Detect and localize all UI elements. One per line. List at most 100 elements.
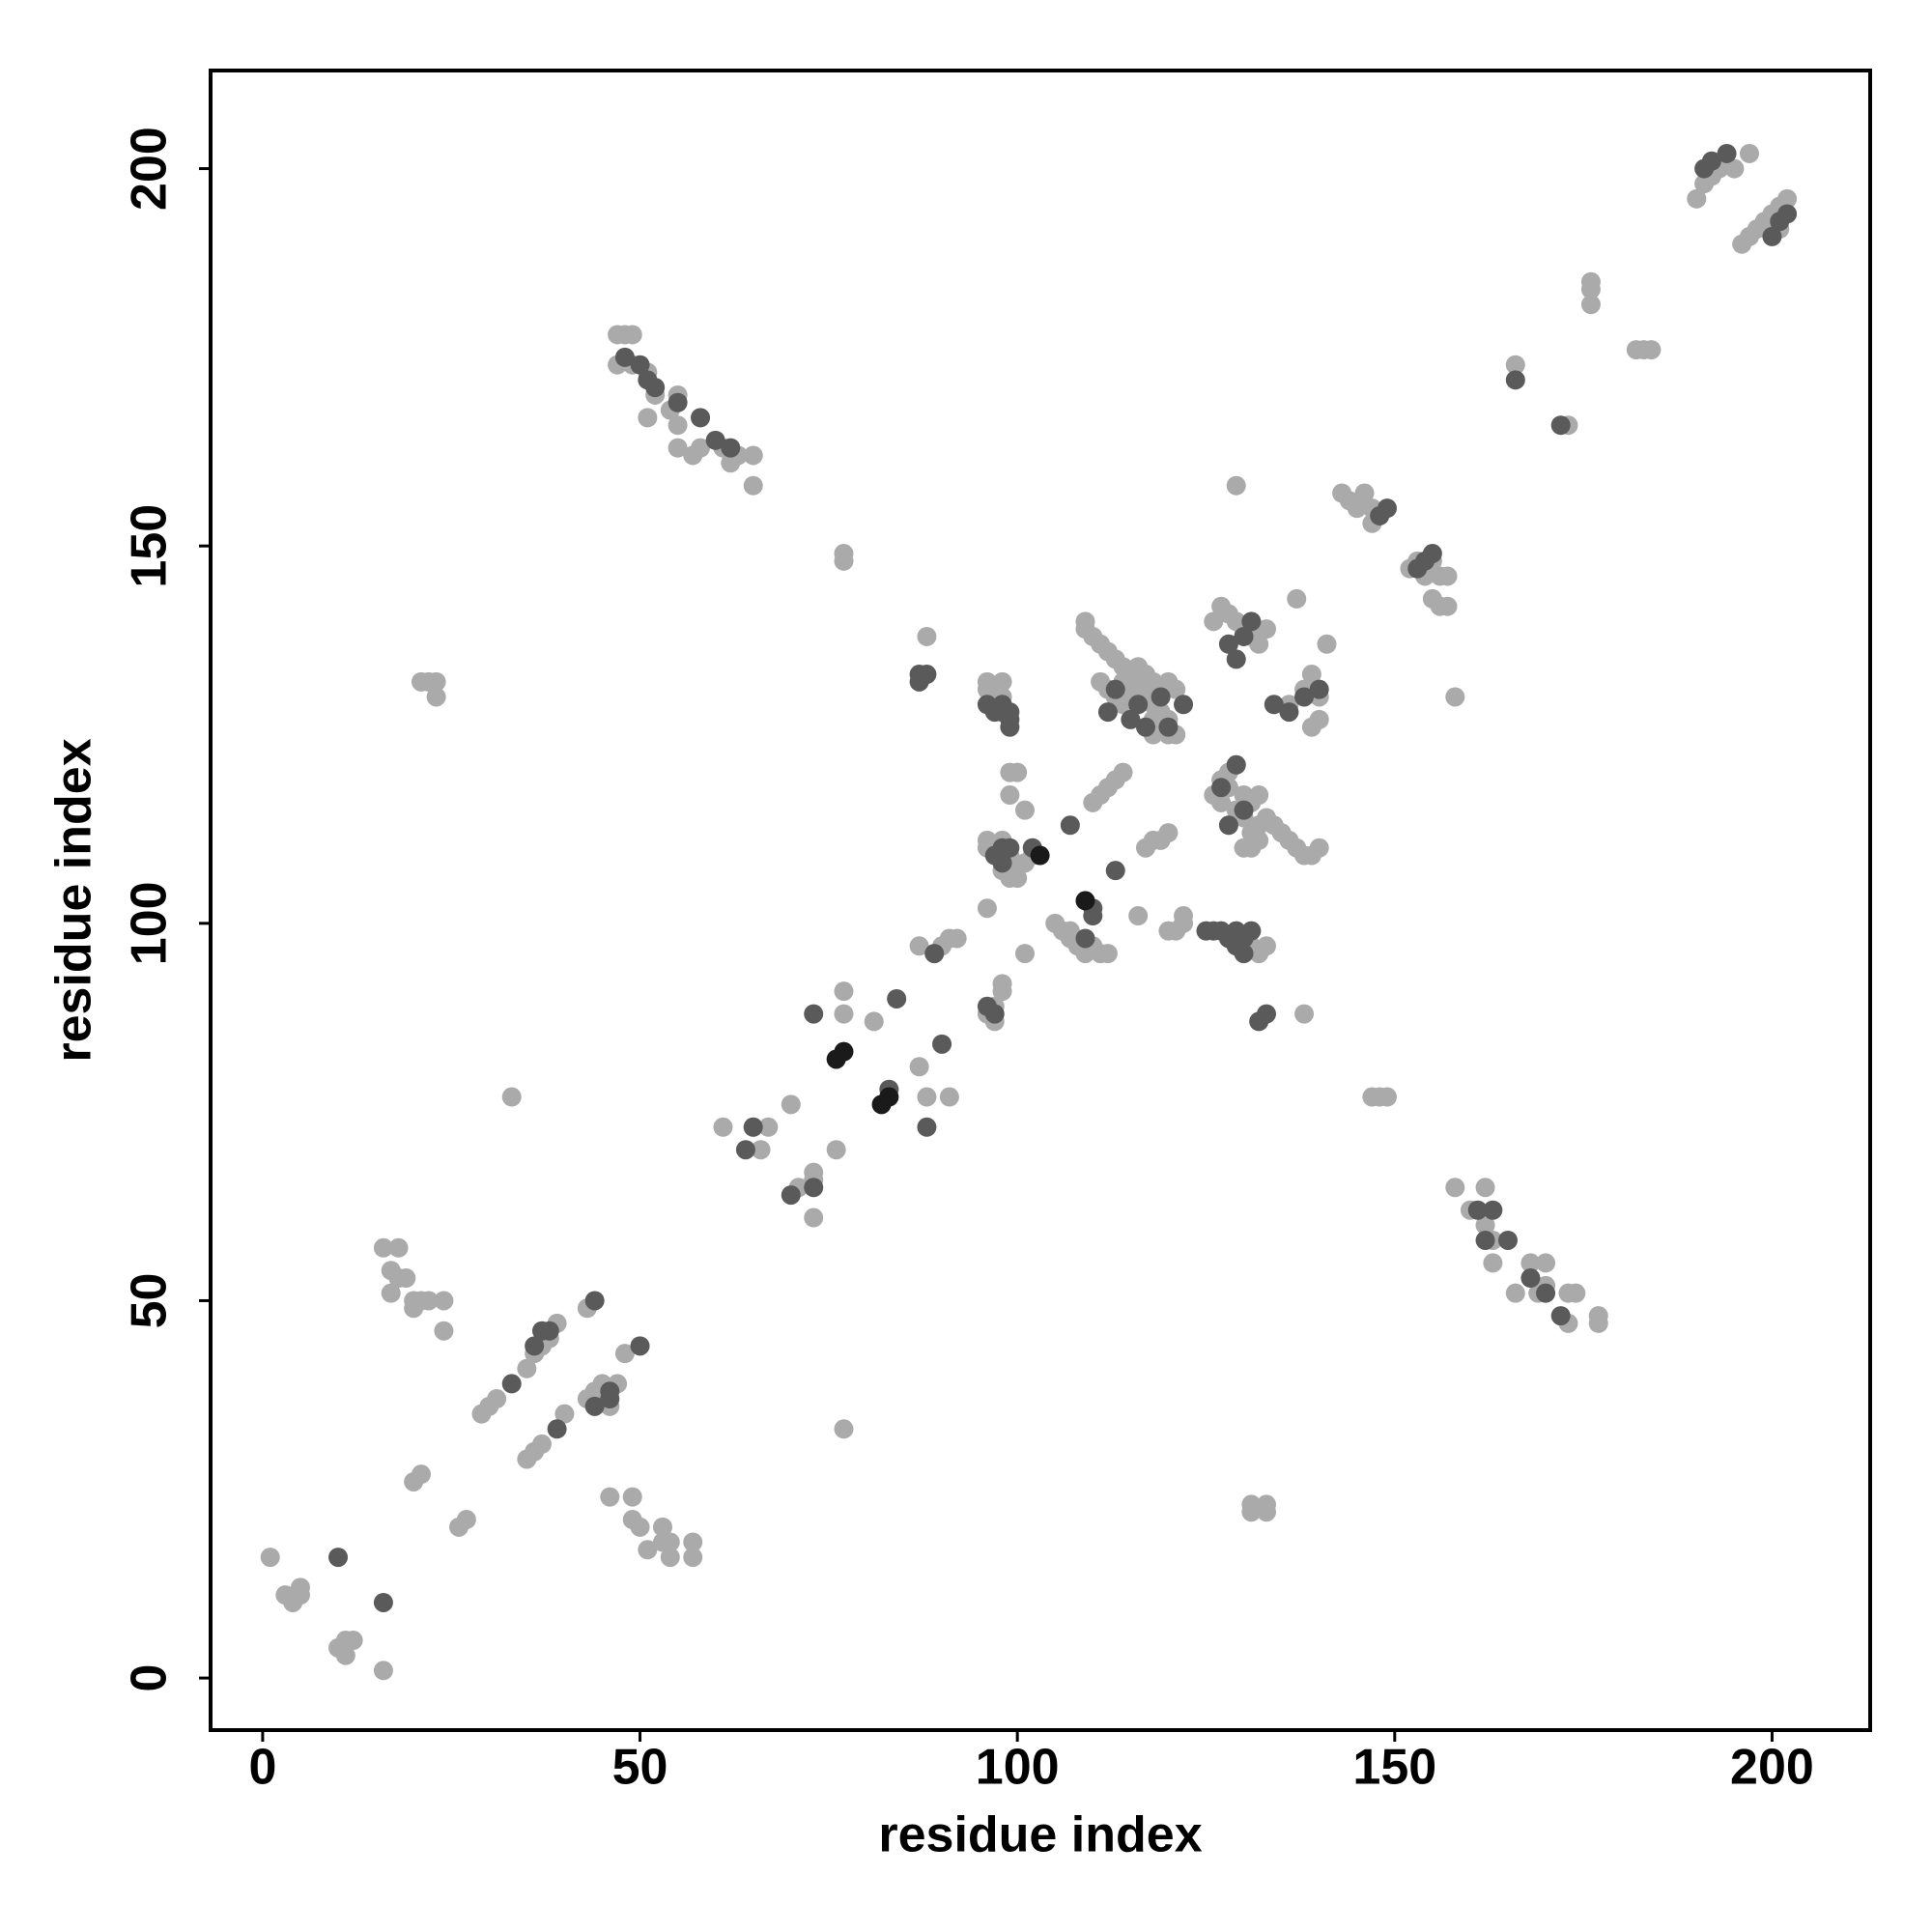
contact-point xyxy=(426,687,446,707)
contact-point xyxy=(939,1087,959,1107)
contact-point xyxy=(713,1117,733,1137)
contact-point xyxy=(924,944,945,964)
contact-point xyxy=(614,1344,635,1364)
contact-point xyxy=(1445,687,1465,707)
contact-point xyxy=(1241,921,1262,941)
contact-point xyxy=(917,1087,937,1107)
contact-point xyxy=(1287,588,1307,609)
contact-point xyxy=(1777,188,1798,209)
contact-point xyxy=(1588,1313,1608,1333)
contact-point xyxy=(1135,717,1155,737)
contact-point xyxy=(1354,483,1375,503)
contact-point xyxy=(1249,944,1269,964)
contact-point xyxy=(1249,785,1269,806)
contact-point xyxy=(531,1434,552,1454)
contact-point xyxy=(614,347,635,367)
contact-point xyxy=(1000,867,1020,888)
contact-point xyxy=(600,1487,620,1507)
contact-point xyxy=(735,1140,755,1160)
contact-point xyxy=(977,898,997,919)
contact-point xyxy=(887,988,907,1009)
contact-point xyxy=(547,1419,567,1439)
contact-point xyxy=(501,1374,522,1394)
contact-point xyxy=(743,475,763,496)
contact-point xyxy=(834,981,854,1002)
contact-point xyxy=(1566,1283,1586,1303)
contact-point xyxy=(1226,649,1246,669)
contact-point xyxy=(1536,1283,1556,1303)
contact-point xyxy=(1174,913,1194,933)
contact-point xyxy=(1105,861,1125,881)
contact-point xyxy=(1128,695,1149,715)
contact-point xyxy=(652,1517,672,1537)
contact-point xyxy=(1294,1004,1315,1024)
y-tick-label: 150 xyxy=(122,504,178,588)
contact-point xyxy=(1000,717,1020,737)
contact-point xyxy=(1256,1004,1276,1024)
contact-point xyxy=(1218,634,1238,654)
contact-point xyxy=(1739,143,1759,163)
contact-point xyxy=(1105,679,1125,699)
contact-point xyxy=(1218,815,1238,836)
contact-point xyxy=(758,1117,779,1137)
contact-point xyxy=(456,1510,476,1530)
contact-point xyxy=(834,1041,854,1062)
contact-point xyxy=(834,1004,854,1024)
contact-point xyxy=(645,378,666,398)
contact-point xyxy=(584,1291,605,1311)
contact-point xyxy=(1166,679,1186,699)
contact-point xyxy=(1226,754,1246,775)
contact-point xyxy=(373,1237,393,1258)
contact-point xyxy=(1211,792,1232,812)
contact-point xyxy=(743,1117,763,1137)
contact-point xyxy=(1249,634,1269,654)
contact-point xyxy=(939,928,959,949)
contact-point xyxy=(1377,498,1397,519)
contact-point xyxy=(1505,370,1525,390)
contact-point xyxy=(290,1577,310,1598)
contact-point xyxy=(984,845,1005,866)
contact-point xyxy=(1030,845,1050,866)
contact-point xyxy=(1008,762,1028,782)
contact-point xyxy=(804,1162,824,1182)
contact-point xyxy=(396,1268,416,1289)
contact-point xyxy=(638,1540,658,1560)
contact-point xyxy=(1762,226,1782,246)
contact-point xyxy=(411,1464,431,1485)
x-tick-label: 200 xyxy=(1730,1740,1814,1796)
contact-point xyxy=(781,1094,801,1115)
contact-point xyxy=(1264,695,1284,715)
contact-point xyxy=(1301,665,1321,685)
contact-point xyxy=(1226,475,1246,496)
contact-point xyxy=(1279,702,1299,723)
contact-point xyxy=(388,1237,409,1258)
contact-point xyxy=(630,1336,650,1356)
contact-point xyxy=(1701,151,1721,171)
contact-point xyxy=(668,415,688,436)
contact-point xyxy=(434,1321,454,1341)
contact-point xyxy=(743,445,763,466)
contact-point xyxy=(1520,1253,1541,1273)
x-tick-label: 50 xyxy=(612,1740,668,1796)
contact-point xyxy=(1580,271,1601,292)
contact-point xyxy=(1014,944,1035,964)
contact-point xyxy=(630,1517,650,1537)
contact-point xyxy=(1075,611,1095,632)
contact-point xyxy=(917,1117,937,1137)
contact-point xyxy=(826,1140,846,1160)
contact-point xyxy=(1060,815,1080,836)
contact-point xyxy=(630,355,650,375)
contact-point xyxy=(373,1661,393,1681)
contact-point xyxy=(1075,891,1095,911)
contact-point xyxy=(1445,1178,1465,1198)
x-tick-label: 150 xyxy=(1352,1740,1436,1796)
contact-point xyxy=(992,671,1012,692)
contact-point xyxy=(1536,1253,1556,1273)
contact-point xyxy=(1301,717,1321,737)
contact-point xyxy=(1467,1200,1488,1220)
contact-point xyxy=(1204,611,1224,632)
contact-point xyxy=(668,392,688,412)
contact-point xyxy=(909,1057,929,1077)
